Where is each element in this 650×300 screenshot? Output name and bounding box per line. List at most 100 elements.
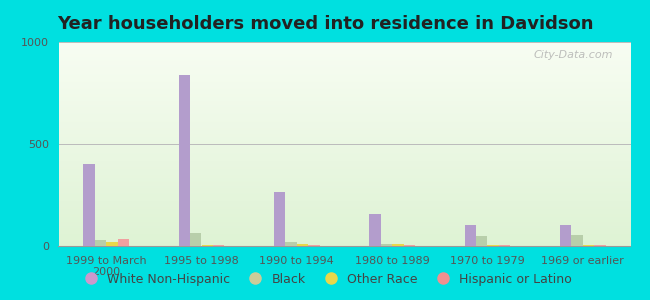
Bar: [58, 169, 630, 170]
Bar: [58, 209, 630, 210]
Bar: [285, 242, 297, 246]
Bar: [58, 189, 630, 190]
Bar: [58, 149, 630, 150]
Bar: [58, 68, 630, 70]
Bar: [179, 75, 190, 246]
Bar: [58, 111, 630, 112]
Bar: [58, 136, 630, 137]
Bar: [58, 147, 630, 148]
Bar: [58, 245, 630, 246]
Bar: [58, 224, 630, 225]
Bar: [58, 56, 630, 57]
Bar: [58, 214, 630, 215]
Bar: [583, 245, 594, 246]
Bar: [58, 231, 630, 232]
Bar: [58, 176, 630, 177]
Bar: [58, 159, 630, 160]
Bar: [58, 43, 630, 44]
Bar: [58, 200, 630, 201]
Bar: [58, 148, 630, 149]
Bar: [58, 155, 630, 156]
Bar: [58, 140, 630, 141]
Bar: [58, 105, 630, 106]
Bar: [58, 203, 630, 204]
Bar: [58, 238, 630, 239]
Bar: [58, 240, 630, 241]
Bar: [58, 202, 630, 203]
Bar: [58, 116, 630, 118]
Bar: [58, 139, 630, 140]
Bar: [58, 184, 630, 185]
Bar: [58, 113, 630, 114]
Bar: [594, 245, 606, 246]
Bar: [58, 193, 630, 194]
Bar: [369, 214, 381, 246]
Bar: [58, 164, 630, 165]
Bar: [58, 187, 630, 188]
Bar: [476, 236, 488, 246]
Bar: [499, 245, 510, 246]
Bar: [58, 157, 630, 158]
Bar: [83, 164, 95, 246]
Bar: [58, 124, 630, 126]
Bar: [58, 206, 630, 207]
Bar: [58, 103, 630, 104]
Bar: [58, 225, 630, 226]
Bar: [58, 135, 630, 136]
Bar: [58, 150, 630, 151]
Bar: [58, 172, 630, 174]
Bar: [58, 190, 630, 191]
Bar: [58, 208, 630, 209]
Bar: [58, 134, 630, 135]
Bar: [58, 152, 630, 153]
Bar: [58, 65, 630, 67]
Bar: [58, 133, 630, 134]
Bar: [274, 192, 285, 246]
Bar: [58, 138, 630, 139]
Bar: [58, 112, 630, 113]
Bar: [58, 48, 630, 49]
Bar: [58, 201, 630, 202]
Bar: [58, 53, 630, 54]
Bar: [58, 192, 630, 193]
Bar: [58, 49, 630, 50]
Bar: [58, 183, 630, 184]
Bar: [58, 195, 630, 196]
Bar: [58, 91, 630, 92]
Bar: [58, 85, 630, 86]
Bar: [58, 98, 630, 99]
Bar: [58, 60, 630, 62]
Bar: [58, 198, 630, 199]
Bar: [488, 245, 499, 246]
Bar: [58, 188, 630, 189]
Bar: [58, 100, 630, 101]
Bar: [58, 221, 630, 223]
Bar: [58, 84, 630, 85]
Bar: [58, 127, 630, 128]
Bar: [58, 82, 630, 83]
Bar: [58, 161, 630, 162]
Bar: [308, 245, 320, 246]
Bar: [58, 182, 630, 183]
Bar: [392, 244, 404, 246]
Bar: [58, 237, 630, 238]
Bar: [58, 58, 630, 59]
Bar: [58, 178, 630, 179]
Bar: [58, 175, 630, 176]
Bar: [58, 244, 630, 245]
Bar: [58, 81, 630, 82]
Bar: [58, 50, 630, 51]
Bar: [202, 245, 213, 246]
Bar: [58, 76, 630, 77]
Bar: [58, 45, 630, 46]
Bar: [58, 88, 630, 89]
Bar: [465, 225, 476, 246]
Bar: [58, 177, 630, 178]
Bar: [58, 118, 630, 119]
Bar: [190, 233, 202, 246]
Bar: [58, 94, 630, 95]
Bar: [213, 245, 224, 246]
Bar: [58, 239, 630, 240]
Bar: [58, 83, 630, 84]
Bar: [118, 239, 129, 246]
